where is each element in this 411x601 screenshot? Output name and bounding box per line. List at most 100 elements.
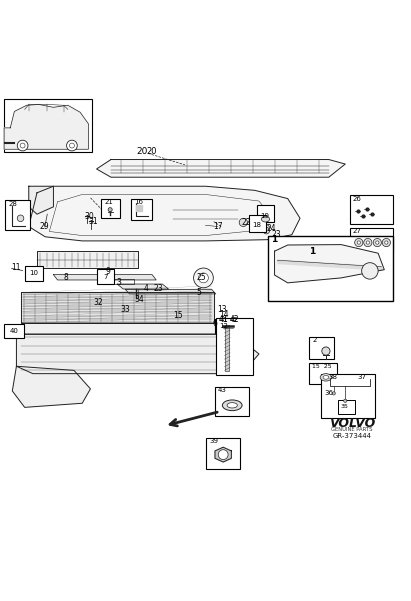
- Circle shape: [376, 241, 379, 244]
- Ellipse shape: [222, 400, 242, 410]
- Polygon shape: [18, 323, 224, 334]
- Text: 15  25: 15 25: [312, 364, 331, 369]
- Text: 16: 16: [134, 199, 143, 205]
- Bar: [338, 400, 355, 413]
- Bar: [206, 438, 240, 469]
- Circle shape: [362, 263, 378, 279]
- Bar: [350, 228, 393, 251]
- Polygon shape: [125, 290, 216, 294]
- Circle shape: [263, 227, 270, 234]
- Text: 34: 34: [134, 294, 144, 304]
- Text: 41: 41: [220, 317, 229, 323]
- Circle shape: [67, 140, 77, 151]
- Text: 23: 23: [271, 230, 281, 239]
- Polygon shape: [215, 447, 231, 462]
- Text: 33: 33: [120, 305, 130, 314]
- Polygon shape: [53, 275, 156, 280]
- Polygon shape: [29, 186, 300, 241]
- Bar: [268, 236, 393, 301]
- Ellipse shape: [320, 374, 332, 381]
- Text: 6: 6: [212, 319, 217, 328]
- Circle shape: [373, 239, 381, 246]
- Text: 12: 12: [219, 323, 228, 329]
- Text: 42: 42: [230, 317, 239, 323]
- Circle shape: [239, 218, 247, 227]
- Bar: [249, 215, 266, 232]
- Text: 21: 21: [104, 199, 113, 205]
- Text: GENUINE PARTS: GENUINE PARTS: [332, 427, 373, 433]
- Text: 5: 5: [196, 288, 201, 297]
- Bar: [216, 318, 253, 375]
- Ellipse shape: [261, 216, 270, 222]
- Text: 9: 9: [106, 267, 111, 276]
- Text: 1: 1: [309, 246, 316, 255]
- Text: 35: 35: [341, 404, 349, 409]
- Text: VOLVO: VOLVO: [329, 417, 375, 430]
- Text: 3: 3: [117, 278, 122, 287]
- Text: GR-373444: GR-373444: [333, 433, 372, 439]
- Polygon shape: [277, 260, 382, 270]
- Text: 15: 15: [173, 311, 182, 320]
- Bar: [257, 205, 274, 222]
- Bar: [101, 200, 120, 218]
- Polygon shape: [16, 334, 259, 374]
- Text: 10: 10: [30, 270, 39, 276]
- Text: 37: 37: [358, 374, 367, 380]
- Text: 40: 40: [9, 328, 18, 334]
- Polygon shape: [29, 186, 53, 214]
- Text: 28: 28: [8, 201, 17, 207]
- Text: 8: 8: [63, 273, 68, 282]
- Circle shape: [366, 241, 369, 244]
- Text: 11: 11: [12, 263, 21, 272]
- Bar: [5, 200, 30, 230]
- Text: 2: 2: [312, 337, 317, 343]
- Text: 27: 27: [353, 228, 362, 234]
- Text: 38: 38: [329, 374, 338, 380]
- Circle shape: [218, 450, 228, 460]
- Text: 24: 24: [266, 224, 276, 233]
- Text: 29: 29: [40, 222, 50, 231]
- Bar: [321, 374, 375, 418]
- Polygon shape: [4, 105, 88, 149]
- Circle shape: [108, 207, 112, 212]
- Text: 26: 26: [353, 195, 362, 201]
- Text: 18: 18: [252, 222, 261, 228]
- Text: 20: 20: [136, 147, 148, 156]
- Circle shape: [322, 347, 330, 355]
- Polygon shape: [117, 284, 169, 289]
- Circle shape: [355, 239, 363, 246]
- Bar: [215, 387, 249, 416]
- Bar: [225, 325, 229, 371]
- Circle shape: [364, 239, 372, 246]
- Bar: [309, 338, 334, 359]
- Text: 4: 4: [143, 284, 148, 293]
- Circle shape: [17, 215, 24, 222]
- Circle shape: [69, 143, 74, 148]
- Circle shape: [344, 399, 347, 403]
- Circle shape: [385, 241, 388, 244]
- Polygon shape: [275, 245, 384, 283]
- Text: 39: 39: [210, 438, 219, 444]
- Bar: [350, 195, 393, 224]
- Text: 17: 17: [213, 222, 223, 231]
- Text: 41: 41: [219, 315, 229, 324]
- Polygon shape: [97, 159, 345, 177]
- Text: 19: 19: [260, 213, 269, 219]
- Bar: [37, 251, 138, 269]
- Circle shape: [17, 140, 28, 151]
- Bar: [309, 363, 337, 385]
- Circle shape: [20, 143, 25, 148]
- Text: 23: 23: [153, 284, 163, 293]
- Bar: [215, 319, 232, 332]
- Text: 14: 14: [219, 310, 229, 319]
- Circle shape: [357, 241, 360, 244]
- Circle shape: [382, 239, 390, 246]
- Text: 43: 43: [218, 386, 227, 392]
- Bar: [97, 269, 114, 284]
- Text: 32: 32: [93, 298, 103, 307]
- Ellipse shape: [227, 403, 237, 408]
- Text: 42: 42: [229, 315, 239, 324]
- Text: 36: 36: [325, 389, 334, 395]
- Circle shape: [199, 273, 208, 283]
- Bar: [4, 323, 24, 338]
